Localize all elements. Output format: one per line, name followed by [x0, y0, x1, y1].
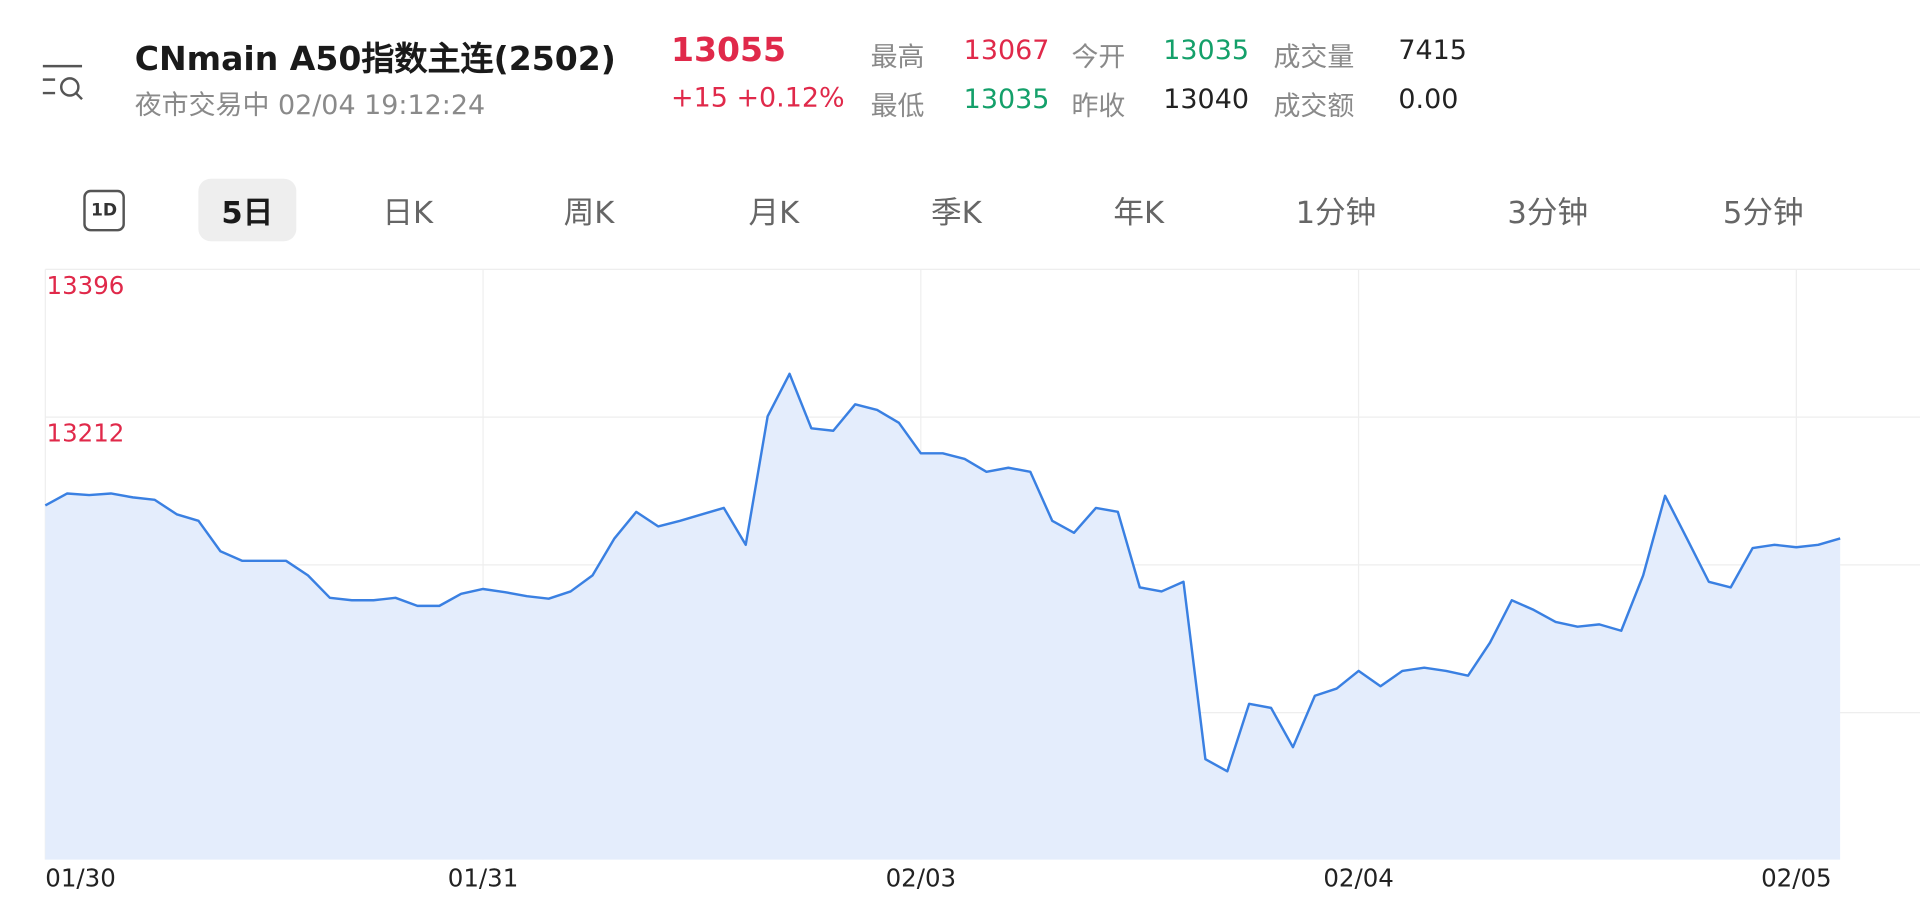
stat-label: 成交量: [1273, 42, 1355, 74]
stat-value: 7415: [1398, 35, 1467, 67]
x-tick-label: 01/30: [45, 864, 116, 893]
tab[interactable]: 日K: [382, 194, 434, 231]
tab[interactable]: 5分钟: [1722, 194, 1804, 231]
stat-value: 0.00: [1398, 84, 1459, 116]
tab-icon[interactable]: 1D: [83, 189, 125, 232]
area: [45, 373, 1841, 860]
stat-value: 13035: [963, 84, 1050, 116]
y-tick-label: 12661: [47, 832, 125, 861]
price: 13055: [671, 31, 787, 70]
stat-label: 最高: [870, 42, 925, 74]
menu-icon[interactable]: [40, 61, 89, 110]
stat-value: 13067: [963, 35, 1050, 67]
title: CNmain A50指数主连(2502): [134, 40, 616, 79]
change: +15 +0.12%: [671, 83, 845, 114]
price-line: [44, 372, 1841, 773]
status: 夜市交易中 02/04 19:12:24: [134, 90, 486, 122]
stat-value: 13040: [1163, 84, 1249, 116]
stat-label: 昨收: [1071, 91, 1126, 123]
y-tick-label: 13028: [47, 566, 125, 595]
tab[interactable]: 季K: [930, 194, 982, 231]
x-tick-label: 02/04: [1323, 864, 1394, 893]
tab[interactable]: 5日: [221, 194, 274, 231]
x-tick-label: 01/31: [448, 864, 519, 893]
stat-value: 13035: [1163, 35, 1249, 67]
stat-label: 成交额: [1273, 91, 1355, 123]
tab[interactable]: 周K: [563, 194, 615, 231]
tab[interactable]: 3分钟: [1507, 194, 1589, 231]
y-tick-label: 12844: [47, 714, 125, 743]
x-tick-label: 02/05: [1761, 864, 1832, 893]
stat-label: 今开: [1071, 42, 1126, 74]
tab[interactable]: 月K: [748, 194, 800, 231]
x-tick-label: 02/03: [886, 864, 957, 893]
tab-selected-bg: [198, 178, 297, 242]
stat-label: 最低: [870, 91, 925, 123]
tab[interactable]: 1分钟: [1295, 194, 1377, 231]
y-tick-label: 13396: [47, 271, 125, 300]
tab[interactable]: 年K: [1113, 194, 1165, 231]
y-tick-label: 13212: [47, 419, 125, 448]
